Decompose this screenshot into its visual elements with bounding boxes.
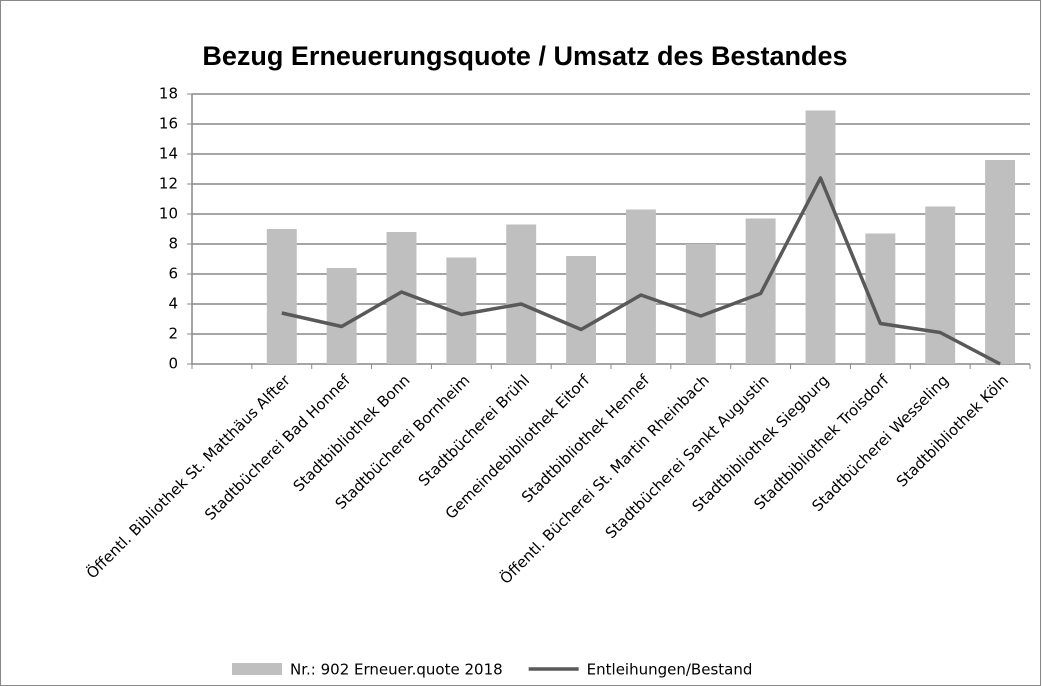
legend-label: Entleihungen/Bestand [587, 661, 753, 679]
y-tick-label: 12 [159, 175, 178, 193]
y-tick-label: 10 [159, 205, 178, 223]
bar [805, 110, 836, 364]
bar [326, 268, 357, 364]
bar [266, 229, 297, 364]
line [281, 176, 1001, 366]
y-tick-label: 18 [159, 85, 178, 103]
bar [685, 244, 716, 364]
y-tick-label: 16 [159, 115, 178, 133]
y-tick-label: 8 [168, 235, 178, 253]
legend-label: Nr.: 902 Erneuer.quote 2018 [290, 661, 503, 679]
y-tick-label: 14 [159, 145, 178, 163]
y-tick-label: 4 [168, 295, 178, 313]
bar [566, 256, 597, 364]
bar [625, 209, 656, 364]
bar [985, 160, 1016, 364]
y-tick-label: 2 [168, 325, 178, 343]
y-tick-label: 0 [168, 355, 178, 373]
bar [506, 224, 537, 364]
y-tick-label: 6 [168, 265, 178, 283]
legend-swatch [232, 663, 282, 675]
bar [925, 206, 956, 364]
chart-title: Bezug Erneuerungsquote / Umsatz des Best… [202, 41, 847, 71]
